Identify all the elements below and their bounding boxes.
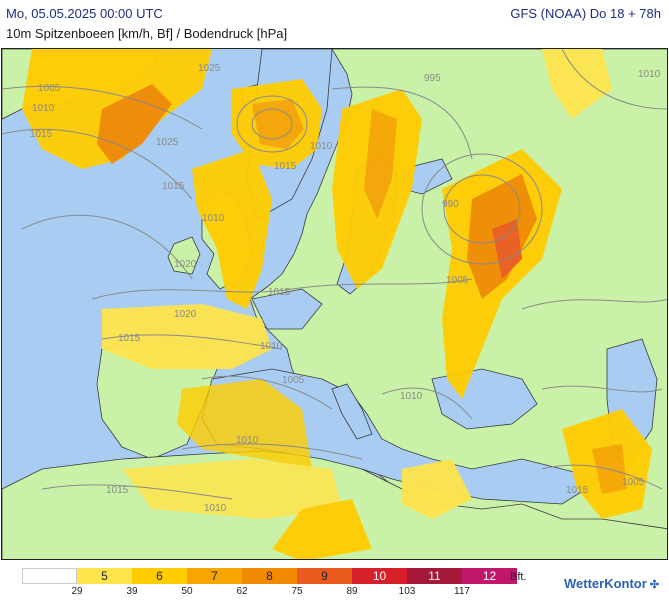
isobar-label: 1015 bbox=[566, 485, 589, 496]
isobar-label: 1020 bbox=[174, 259, 197, 270]
legend-unit: Bft. bbox=[510, 571, 527, 583]
legend-tick: 89 bbox=[346, 586, 358, 597]
isobar-label: 1010 bbox=[204, 503, 227, 514]
legend-cell: 12 bbox=[462, 568, 517, 584]
north-sea-south bbox=[251, 288, 323, 330]
isobars bbox=[2, 49, 667, 500]
legend-cell: 10 bbox=[352, 568, 407, 584]
brand-name: WetterKontor bbox=[564, 576, 647, 591]
legend-tick: 39 bbox=[126, 586, 138, 597]
isobar-label: 1010 bbox=[260, 341, 283, 352]
wind-turbine-icon: ✣ bbox=[649, 579, 660, 591]
isobar-label: 1005 bbox=[446, 275, 469, 286]
isobar-label: 1005 bbox=[622, 477, 645, 488]
legend-cell: 7 bbox=[187, 568, 242, 584]
isobar-label: 1010 bbox=[202, 213, 225, 224]
isobar-label: 1010 bbox=[310, 141, 333, 152]
isobar-label: 1025 bbox=[156, 137, 179, 148]
isobar-labels: 1005 1010 1015 1025 1010 1015 995 1010 1… bbox=[30, 63, 661, 514]
legend-tick: 29 bbox=[71, 586, 83, 597]
legend-cell: 9 bbox=[297, 568, 352, 584]
isobar-label: 990 bbox=[442, 199, 459, 210]
isobar-label: 1005 bbox=[282, 375, 305, 386]
legend-cell: 11 bbox=[407, 568, 462, 584]
isobar-label: 1015 bbox=[268, 287, 291, 298]
isobar-label: 1015 bbox=[274, 161, 297, 172]
legend-tick: 62 bbox=[236, 586, 248, 597]
legend-cell: 8 bbox=[242, 568, 297, 584]
isobar-label: 1010 bbox=[32, 103, 55, 114]
legend-tick: 103 bbox=[398, 586, 416, 597]
isobar-label: 1015 bbox=[162, 181, 185, 192]
valid-time: Mo, 05.05.2025 00:00 UTC bbox=[6, 6, 163, 21]
isobar-label: 1025 bbox=[198, 63, 221, 74]
isobar-label: 1010 bbox=[236, 435, 259, 446]
adriatic-sea bbox=[331, 383, 373, 440]
map-canvas: 1005 1010 1015 1025 1010 1015 995 1010 1… bbox=[2, 49, 667, 559]
wetterkontor-logo[interactable]: WetterKontor ✣ bbox=[564, 576, 659, 591]
legend-tick: 50 bbox=[181, 586, 193, 597]
ireland bbox=[167, 236, 201, 275]
isobar-label: 1015 bbox=[106, 485, 129, 496]
isobar-label: 1015 bbox=[118, 333, 141, 344]
legend-tick: 75 bbox=[291, 586, 303, 597]
isobar-label: 995 bbox=[424, 73, 441, 84]
map-subtitle: 10m Spitzenboeen [km/h, Bf] / Bodendruck… bbox=[6, 26, 288, 41]
isobar-label: 1010 bbox=[638, 69, 661, 80]
weather-map[interactable]: 1005 1010 1015 1025 1010 1015 995 1010 1… bbox=[1, 48, 668, 560]
isobar-label: 1005 bbox=[38, 83, 61, 94]
legend-cell: 5 bbox=[77, 568, 132, 584]
legend-cell: 6 bbox=[132, 568, 187, 584]
legend-cell bbox=[22, 568, 77, 584]
model-run: GFS (NOAA) Do 18 + 78h bbox=[510, 6, 661, 21]
legend-tick: 117 bbox=[454, 586, 470, 597]
isobar-label: 1015 bbox=[30, 129, 53, 140]
isobar-label: 1020 bbox=[174, 309, 197, 320]
isobar-label: 1010 bbox=[400, 391, 423, 402]
